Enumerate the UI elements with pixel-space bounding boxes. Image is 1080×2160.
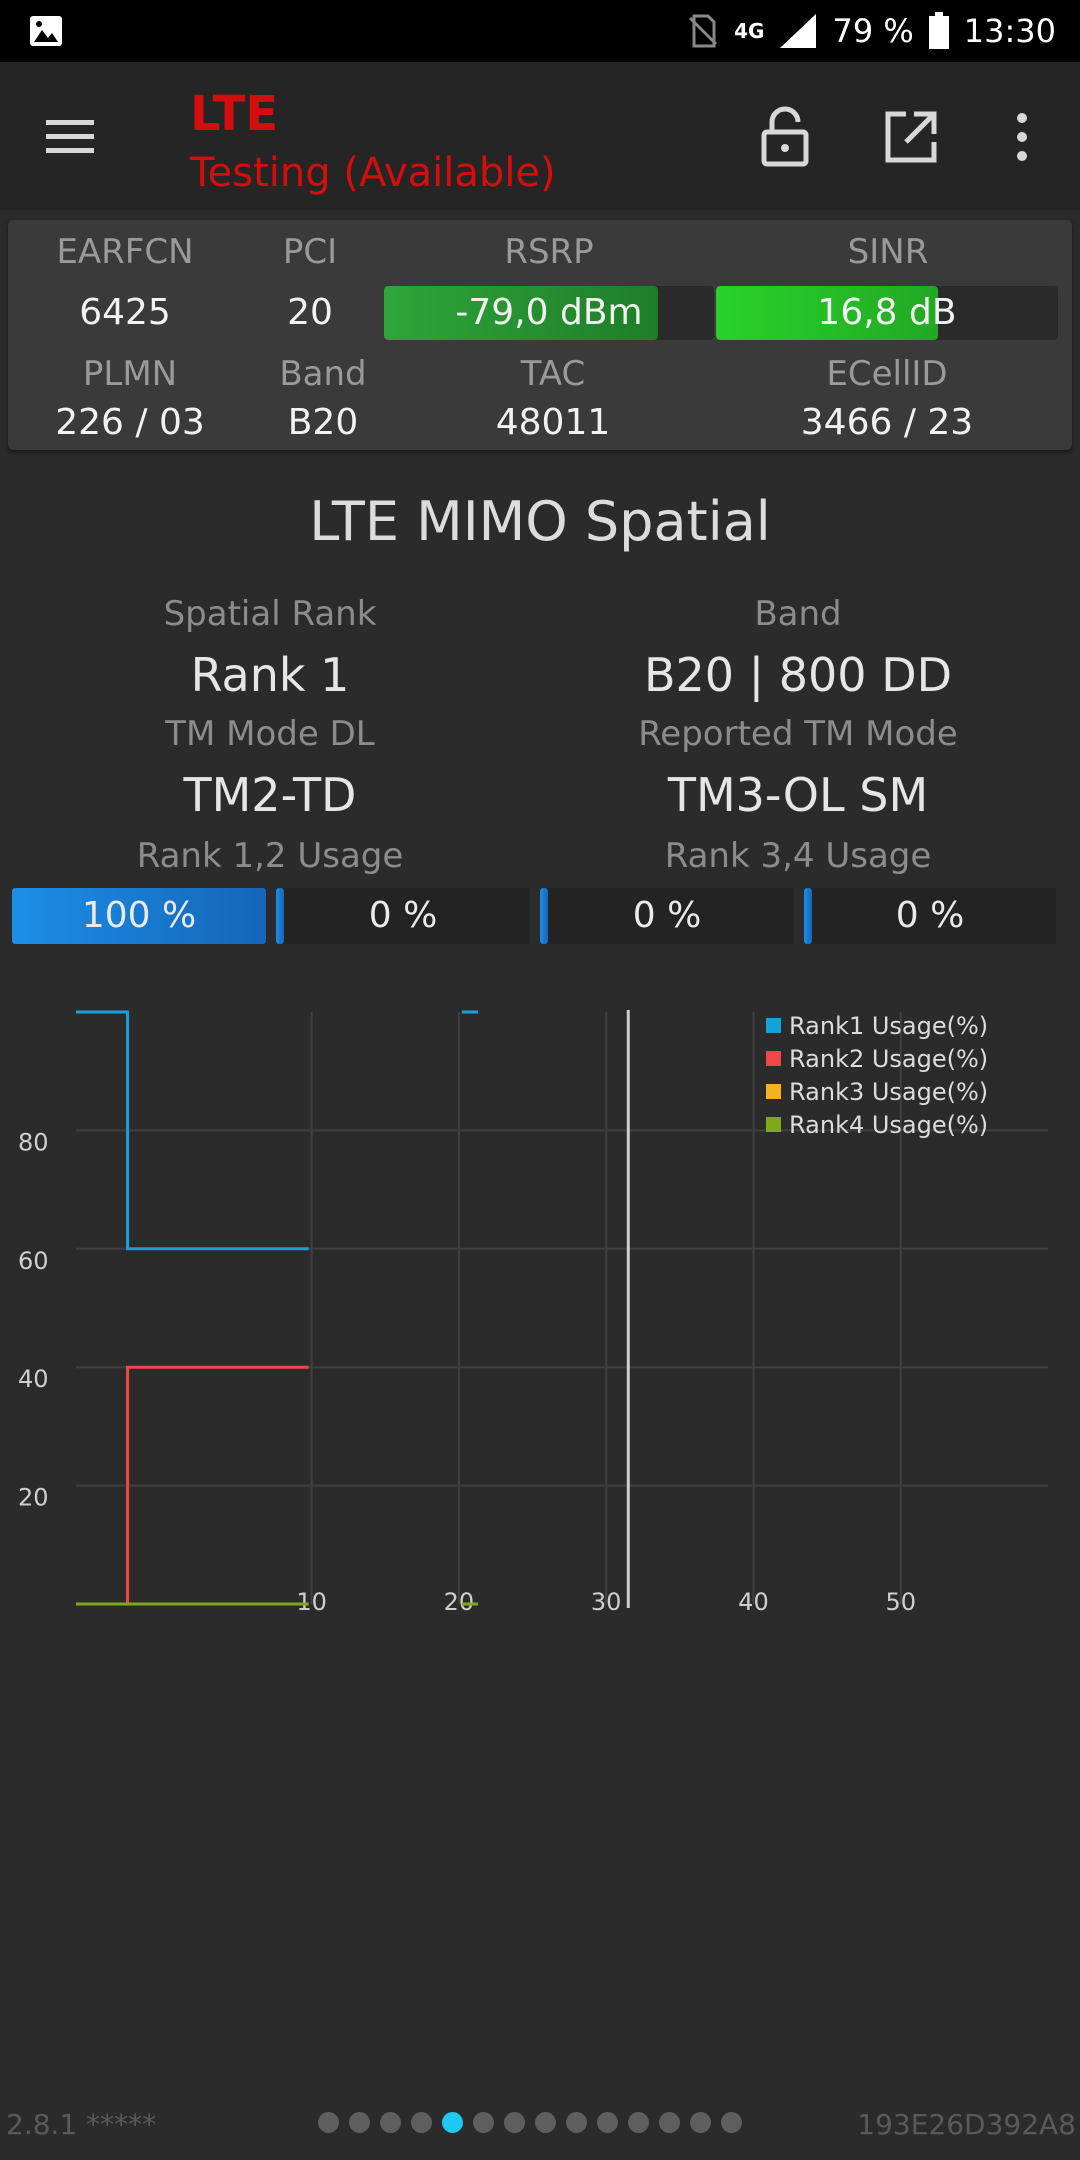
- band-value: B20: [287, 402, 359, 443]
- sinr-bar: 16,8 dB: [716, 286, 1058, 340]
- rsrp-label: RSRP: [504, 232, 594, 272]
- rank1-usage-value: 100 %: [81, 895, 197, 936]
- signal-icon: [780, 14, 817, 48]
- rank4-usage-bar: 0 %: [804, 888, 1056, 944]
- plmn-value: 226 / 03: [55, 402, 205, 443]
- rsrp-value: -79,0 dBm: [455, 292, 643, 333]
- network-type: 4G: [734, 19, 765, 43]
- legend-swatch: [766, 1018, 781, 1033]
- x-tick-label: 20: [444, 1588, 475, 1616]
- menu-icon[interactable]: [40, 106, 100, 166]
- rank4-usage-fill: [804, 888, 812, 944]
- cell-info-panel: EARFCN 6425 PCI 20 RSRP -79,0 dBm SINR 1…: [8, 220, 1072, 450]
- page-dot[interactable]: [690, 2112, 711, 2133]
- legend-label: Rank1 Usage(%): [789, 1012, 988, 1040]
- spatial-rank-value: Rank 1: [190, 648, 350, 702]
- legend-swatch: [766, 1084, 781, 1099]
- sinr-value: 16,8 dB: [817, 292, 957, 333]
- rank-usage-chart: 20 40 60 80 10 20 30 40 50 Rank1 Usage(%) Rank2 Us…: [18, 1010, 1048, 1616]
- more-options-icon[interactable]: [1000, 104, 1066, 170]
- y-tick-label: 40: [18, 1365, 49, 1393]
- sinr-label: SINR: [847, 232, 929, 272]
- device-id: 193E26D392A8: [857, 2108, 1076, 2141]
- y-tick-label: 60: [18, 1247, 49, 1275]
- app-version: 2.8.1 *****: [6, 2108, 157, 2141]
- spatial-rank-label: Spatial Rank: [163, 594, 377, 634]
- pci-value: 20: [287, 292, 333, 333]
- page-dot[interactable]: [318, 2112, 339, 2133]
- rank3-usage-fill: [540, 888, 548, 944]
- sinr-bar-fill: [716, 286, 939, 340]
- pci-label: PCI: [282, 232, 338, 272]
- app-bar: LTE Testing (Available): [0, 62, 1080, 210]
- page-dot[interactable]: [721, 2112, 742, 2133]
- reported-tm-label: Reported TM Mode: [638, 714, 958, 754]
- legend-label: Rank4 Usage(%): [789, 1111, 988, 1139]
- legend-swatch: [766, 1117, 781, 1132]
- page-indicator: [318, 2112, 742, 2133]
- page-dot[interactable]: [566, 2112, 587, 2133]
- legend-label: Rank3 Usage(%): [789, 1078, 988, 1106]
- earfcn-value: 6425: [79, 292, 171, 333]
- battery-icon: [928, 12, 949, 49]
- page-dot[interactable]: [504, 2112, 525, 2133]
- battery-percent: 79 %: [832, 12, 914, 50]
- tm-mode-label: TM Mode DL: [165, 714, 375, 754]
- x-tick-label: 50: [885, 1588, 916, 1616]
- unlock-icon[interactable]: [752, 104, 818, 170]
- plmn-label: PLMN: [82, 354, 178, 394]
- rsrp-bar: -79,0 dBm: [384, 286, 714, 340]
- tm-mode-value: TM2-TD: [183, 768, 357, 822]
- ecellid-value: 3466 / 23: [800, 402, 974, 443]
- series-line-rank2: [126, 1365, 309, 1604]
- reported-tm-value: TM3-OL SM: [667, 768, 929, 822]
- rank3-usage-bar: 0 %: [540, 888, 794, 944]
- y-tick-label: 80: [18, 1128, 49, 1156]
- open-external-icon[interactable]: [878, 104, 944, 170]
- page-dot[interactable]: [628, 2112, 649, 2133]
- series-line-rank1: [76, 1010, 309, 1251]
- x-tick-label: 10: [296, 1588, 327, 1616]
- rank4-usage-value: 0 %: [895, 895, 965, 936]
- mimo-band-label: Band: [754, 594, 842, 634]
- page-dot[interactable]: [535, 2112, 556, 2133]
- rank2-usage-value: 0 %: [368, 895, 438, 936]
- clock: 13:30: [963, 12, 1056, 50]
- x-tick-label: 30: [591, 1588, 622, 1616]
- page-dot[interactable]: [659, 2112, 680, 2133]
- legend-label: Rank2 Usage(%): [789, 1045, 988, 1073]
- page-dot[interactable]: [380, 2112, 401, 2133]
- no-sim-icon: [689, 14, 718, 48]
- app-title: LTE: [190, 86, 279, 142]
- ecellid-label: ECellID: [826, 354, 948, 394]
- page-dot[interactable]: [349, 2112, 370, 2133]
- page-dot[interactable]: [411, 2112, 432, 2133]
- page-dot[interactable]: [442, 2112, 463, 2133]
- section-title: LTE MIMO Spatial: [309, 490, 771, 553]
- rank1-usage-fill: [12, 888, 266, 944]
- rank12-usage-label: Rank 1,2 Usage: [136, 836, 404, 876]
- legend-swatch: [766, 1051, 781, 1066]
- rank2-usage-bar: 0 %: [276, 888, 530, 944]
- page-dot[interactable]: [597, 2112, 618, 2133]
- page-dot[interactable]: [473, 2112, 494, 2133]
- rsrp-bar-fill: [384, 286, 658, 340]
- y-tick-label: 20: [18, 1484, 49, 1512]
- x-tick-label: 40: [738, 1588, 769, 1616]
- rank2-usage-fill: [276, 888, 284, 944]
- status-bar: 4G 79 % 13:30: [0, 0, 1080, 62]
- band-label: Band: [279, 354, 367, 394]
- earfcn-label: EARFCN: [56, 232, 194, 272]
- rank3-usage-value: 0 %: [632, 895, 702, 936]
- image-notification-icon: [30, 16, 62, 46]
- rank1-usage-bar: 100 %: [12, 888, 266, 944]
- mimo-band-value: B20 | 800 DD: [643, 648, 953, 702]
- rank34-usage-label: Rank 3,4 Usage: [664, 836, 932, 876]
- tac-value: 48011: [495, 402, 611, 443]
- tac-label: TAC: [520, 354, 586, 394]
- app-subtitle: Testing (Available): [190, 150, 556, 196]
